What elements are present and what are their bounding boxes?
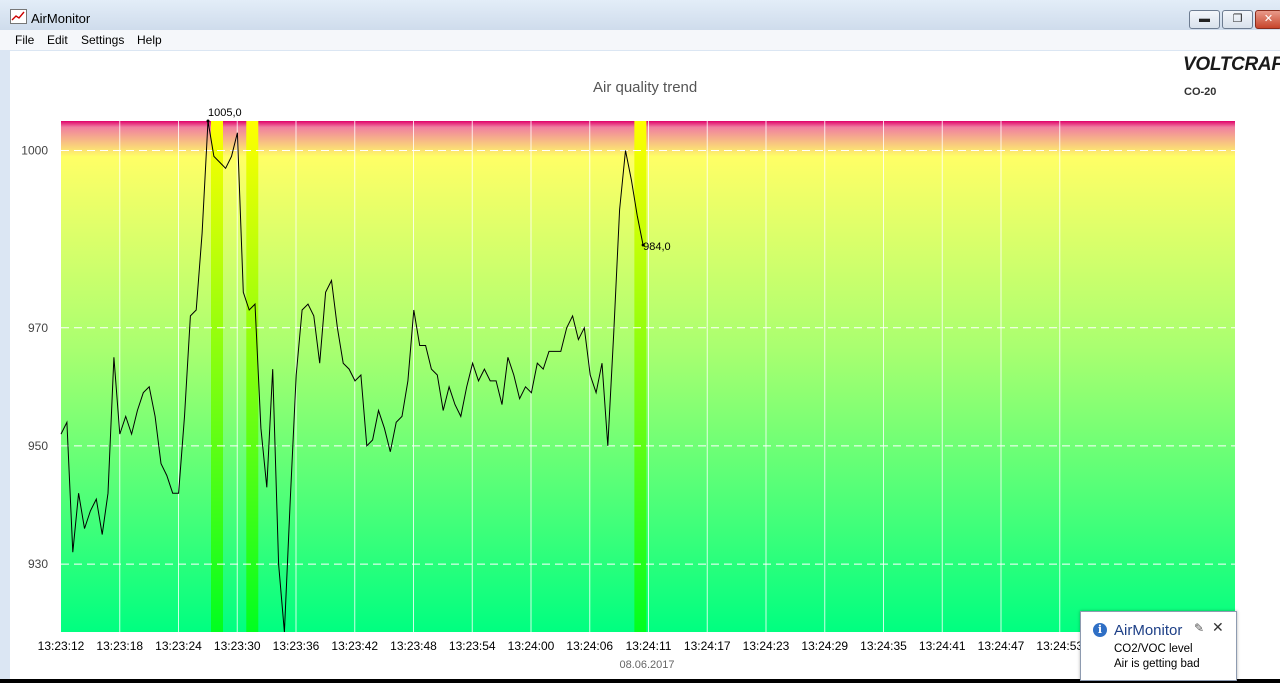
menu-bar: File Edit Settings Help: [0, 30, 1280, 50]
notification-close-button[interactable]: ✕: [1212, 619, 1224, 635]
model-label: CO-20: [1184, 86, 1217, 98]
trend-line: [60, 120, 644, 633]
data-point-marker: [206, 119, 210, 123]
notification-line-2: Air is getting bad: [1114, 658, 1200, 670]
data-point-marker: [641, 243, 645, 247]
notification-line-1: CO2/VOC level: [1114, 643, 1193, 655]
y-tick-label: 930: [28, 557, 48, 571]
menu-help[interactable]: Help: [137, 33, 162, 47]
x-tick-label: 13:24:23: [743, 639, 790, 653]
x-tick-label: 13:24:35: [860, 639, 907, 653]
menu-file[interactable]: File: [15, 33, 35, 47]
x-tick-label: 13:24:06: [566, 639, 613, 653]
x-tick-label: 13:24:29: [801, 639, 848, 653]
pin-icon[interactable]: ✎: [1194, 621, 1205, 635]
title-bar[interactable]: AirMonitor ▬ ❐ ✕: [0, 0, 1280, 30]
x-tick-label: 13:23:54: [449, 639, 496, 653]
highlight-band: [634, 121, 647, 632]
x-tick-label: 13:23:18: [96, 639, 143, 653]
x-tick-label: 13:24:17: [684, 639, 731, 653]
x-tick-label: 13:24:41: [919, 639, 966, 653]
window-title: AirMonitor: [31, 11, 91, 26]
x-tick-label: 13:23:30: [214, 639, 261, 653]
highlight-band: [211, 121, 223, 632]
x-tick-label: 13:24:53: [1036, 639, 1083, 653]
info-icon: i: [1093, 623, 1107, 637]
x-tick-label: 13:23:48: [390, 639, 437, 653]
chart-title: Air quality trend: [593, 79, 698, 96]
brand-logo: VOLTCRAFT: [1183, 54, 1280, 75]
x-tick-label: 13:23:24: [155, 639, 202, 653]
menu-edit[interactable]: Edit: [47, 33, 68, 47]
y-tick-label: 950: [28, 439, 48, 453]
x-tick-label: 13:23:12: [38, 639, 85, 653]
close-button[interactable]: ✕: [1255, 10, 1280, 29]
minimize-button[interactable]: ▬: [1189, 10, 1220, 29]
x-tick-label: 13:24:00: [508, 639, 555, 653]
notification-popup[interactable]: i AirMonitor ✎ ✕ CO2/VOC level Air is ge…: [1080, 611, 1237, 681]
x-tick-label: 13:24:11: [626, 639, 672, 653]
x-tick-label: 13:24:47: [978, 639, 1025, 653]
x-axis-date-label: 08.06.2017: [619, 659, 674, 671]
y-tick-label: 1000: [21, 144, 48, 158]
highlight-band: [246, 121, 259, 632]
notification-title: AirMonitor: [1114, 622, 1183, 639]
y-tick-label: 970: [28, 321, 48, 335]
data-label: 1005,0: [208, 107, 242, 119]
app-chart-icon[interactable]: [10, 9, 27, 24]
x-tick-label: 13:23:36: [273, 639, 320, 653]
menu-settings[interactable]: Settings: [81, 33, 125, 47]
data-label: 984,0: [643, 241, 671, 253]
maximize-button[interactable]: ❐: [1222, 10, 1253, 29]
x-tick-label: 13:23:42: [331, 639, 378, 653]
